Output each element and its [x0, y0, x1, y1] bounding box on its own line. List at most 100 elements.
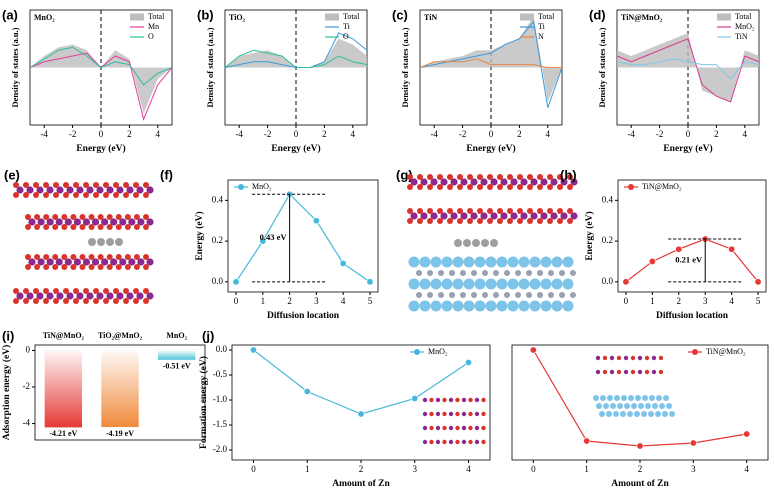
atom: [115, 254, 122, 260]
atom: [46, 186, 54, 194]
atom: [467, 208, 473, 214]
legend-marker: [238, 184, 244, 190]
atom: [73, 218, 81, 226]
panel-label: (f): [160, 167, 173, 182]
atom: [420, 212, 428, 220]
atom: [143, 298, 149, 304]
ti-atom: [485, 256, 497, 268]
ti-atom: [600, 395, 606, 401]
ti-atom: [540, 300, 552, 312]
atom: [623, 369, 629, 375]
atom: [91, 218, 100, 226]
n-atom: [427, 292, 433, 298]
atom: [455, 439, 460, 445]
x-tick-label: 0: [99, 129, 104, 139]
x-tick-label: 4: [351, 129, 356, 139]
atom: [427, 184, 433, 190]
ti-atom: [496, 278, 508, 290]
atom: [115, 224, 122, 230]
atom: [520, 212, 528, 220]
point: [259, 237, 267, 245]
value-label: -0.51 eV: [163, 362, 191, 371]
atom: [651, 355, 657, 361]
point: [366, 278, 374, 286]
atom: [43, 192, 49, 198]
atom: [437, 174, 443, 180]
atom: [477, 208, 483, 214]
atom: [407, 208, 413, 214]
atom: [13, 192, 19, 198]
ti-atom: [562, 300, 574, 312]
atom: [557, 208, 563, 214]
ti-atom: [463, 256, 475, 268]
n-atom: [570, 292, 576, 298]
atom: [70, 214, 77, 220]
ti-atom: [474, 256, 486, 268]
atom: [427, 218, 433, 224]
x-axis-label: Energy (eV): [663, 143, 712, 154]
x-tick-label: 3: [691, 464, 696, 474]
atom: [88, 214, 95, 220]
atom: [487, 208, 493, 214]
legend-label: MnO₂: [428, 347, 448, 356]
n-atom: [515, 292, 521, 298]
ti-atom: [655, 411, 661, 417]
x-axis-label: Amount of Zn: [611, 479, 669, 489]
ti-atom: [631, 403, 637, 409]
ti-atom: [621, 395, 627, 401]
x-tick-label: 4: [744, 464, 749, 474]
n-atom: [537, 292, 543, 298]
x-tick-label: 0: [531, 464, 536, 474]
ti-atom: [463, 278, 475, 290]
panel-label: (b): [197, 7, 214, 22]
atom: [83, 288, 89, 294]
ti-atom: [419, 278, 431, 290]
zn-atom: [97, 238, 105, 246]
atom: [455, 397, 460, 403]
x-tick-label: 4: [156, 129, 161, 139]
atom: [422, 411, 428, 417]
atom: [447, 174, 453, 180]
n-atom: [493, 270, 499, 276]
legend-marker: [414, 349, 420, 355]
atom: [468, 411, 473, 417]
ti-atom: [408, 278, 420, 290]
atom: [429, 397, 434, 403]
atom: [46, 218, 54, 226]
ti-atom: [430, 300, 442, 312]
atom: [106, 264, 113, 270]
atom: [460, 212, 468, 220]
atom: [461, 439, 467, 445]
ti-atom: [441, 300, 453, 312]
point: [636, 442, 644, 450]
atom: [644, 369, 650, 375]
atom: [437, 184, 443, 190]
zn-atom: [472, 239, 480, 247]
atom: [97, 214, 104, 220]
atom: [93, 182, 99, 188]
legend-label: Mn: [148, 22, 159, 31]
atom: [616, 369, 622, 375]
legend-label: TiN@MnO₂: [642, 182, 682, 191]
atom: [146, 218, 154, 226]
point: [648, 257, 656, 265]
atom: [82, 258, 91, 266]
atom: [63, 288, 69, 294]
zn-atom: [106, 238, 114, 246]
n-atom: [526, 292, 532, 298]
atom: [113, 288, 119, 294]
ti-atom: [666, 403, 672, 409]
n-atom: [471, 292, 477, 298]
atom: [477, 218, 483, 224]
ti-atom: [551, 300, 563, 312]
ti-atom: [641, 411, 647, 417]
atom: [88, 254, 95, 260]
atom: [137, 258, 145, 266]
atom: [567, 184, 573, 190]
n-atom: [548, 270, 554, 276]
ti-atom: [540, 256, 552, 268]
series-line: [625, 238, 759, 283]
series-line: [253, 349, 469, 415]
atom: [46, 258, 54, 266]
atom: [557, 174, 563, 180]
